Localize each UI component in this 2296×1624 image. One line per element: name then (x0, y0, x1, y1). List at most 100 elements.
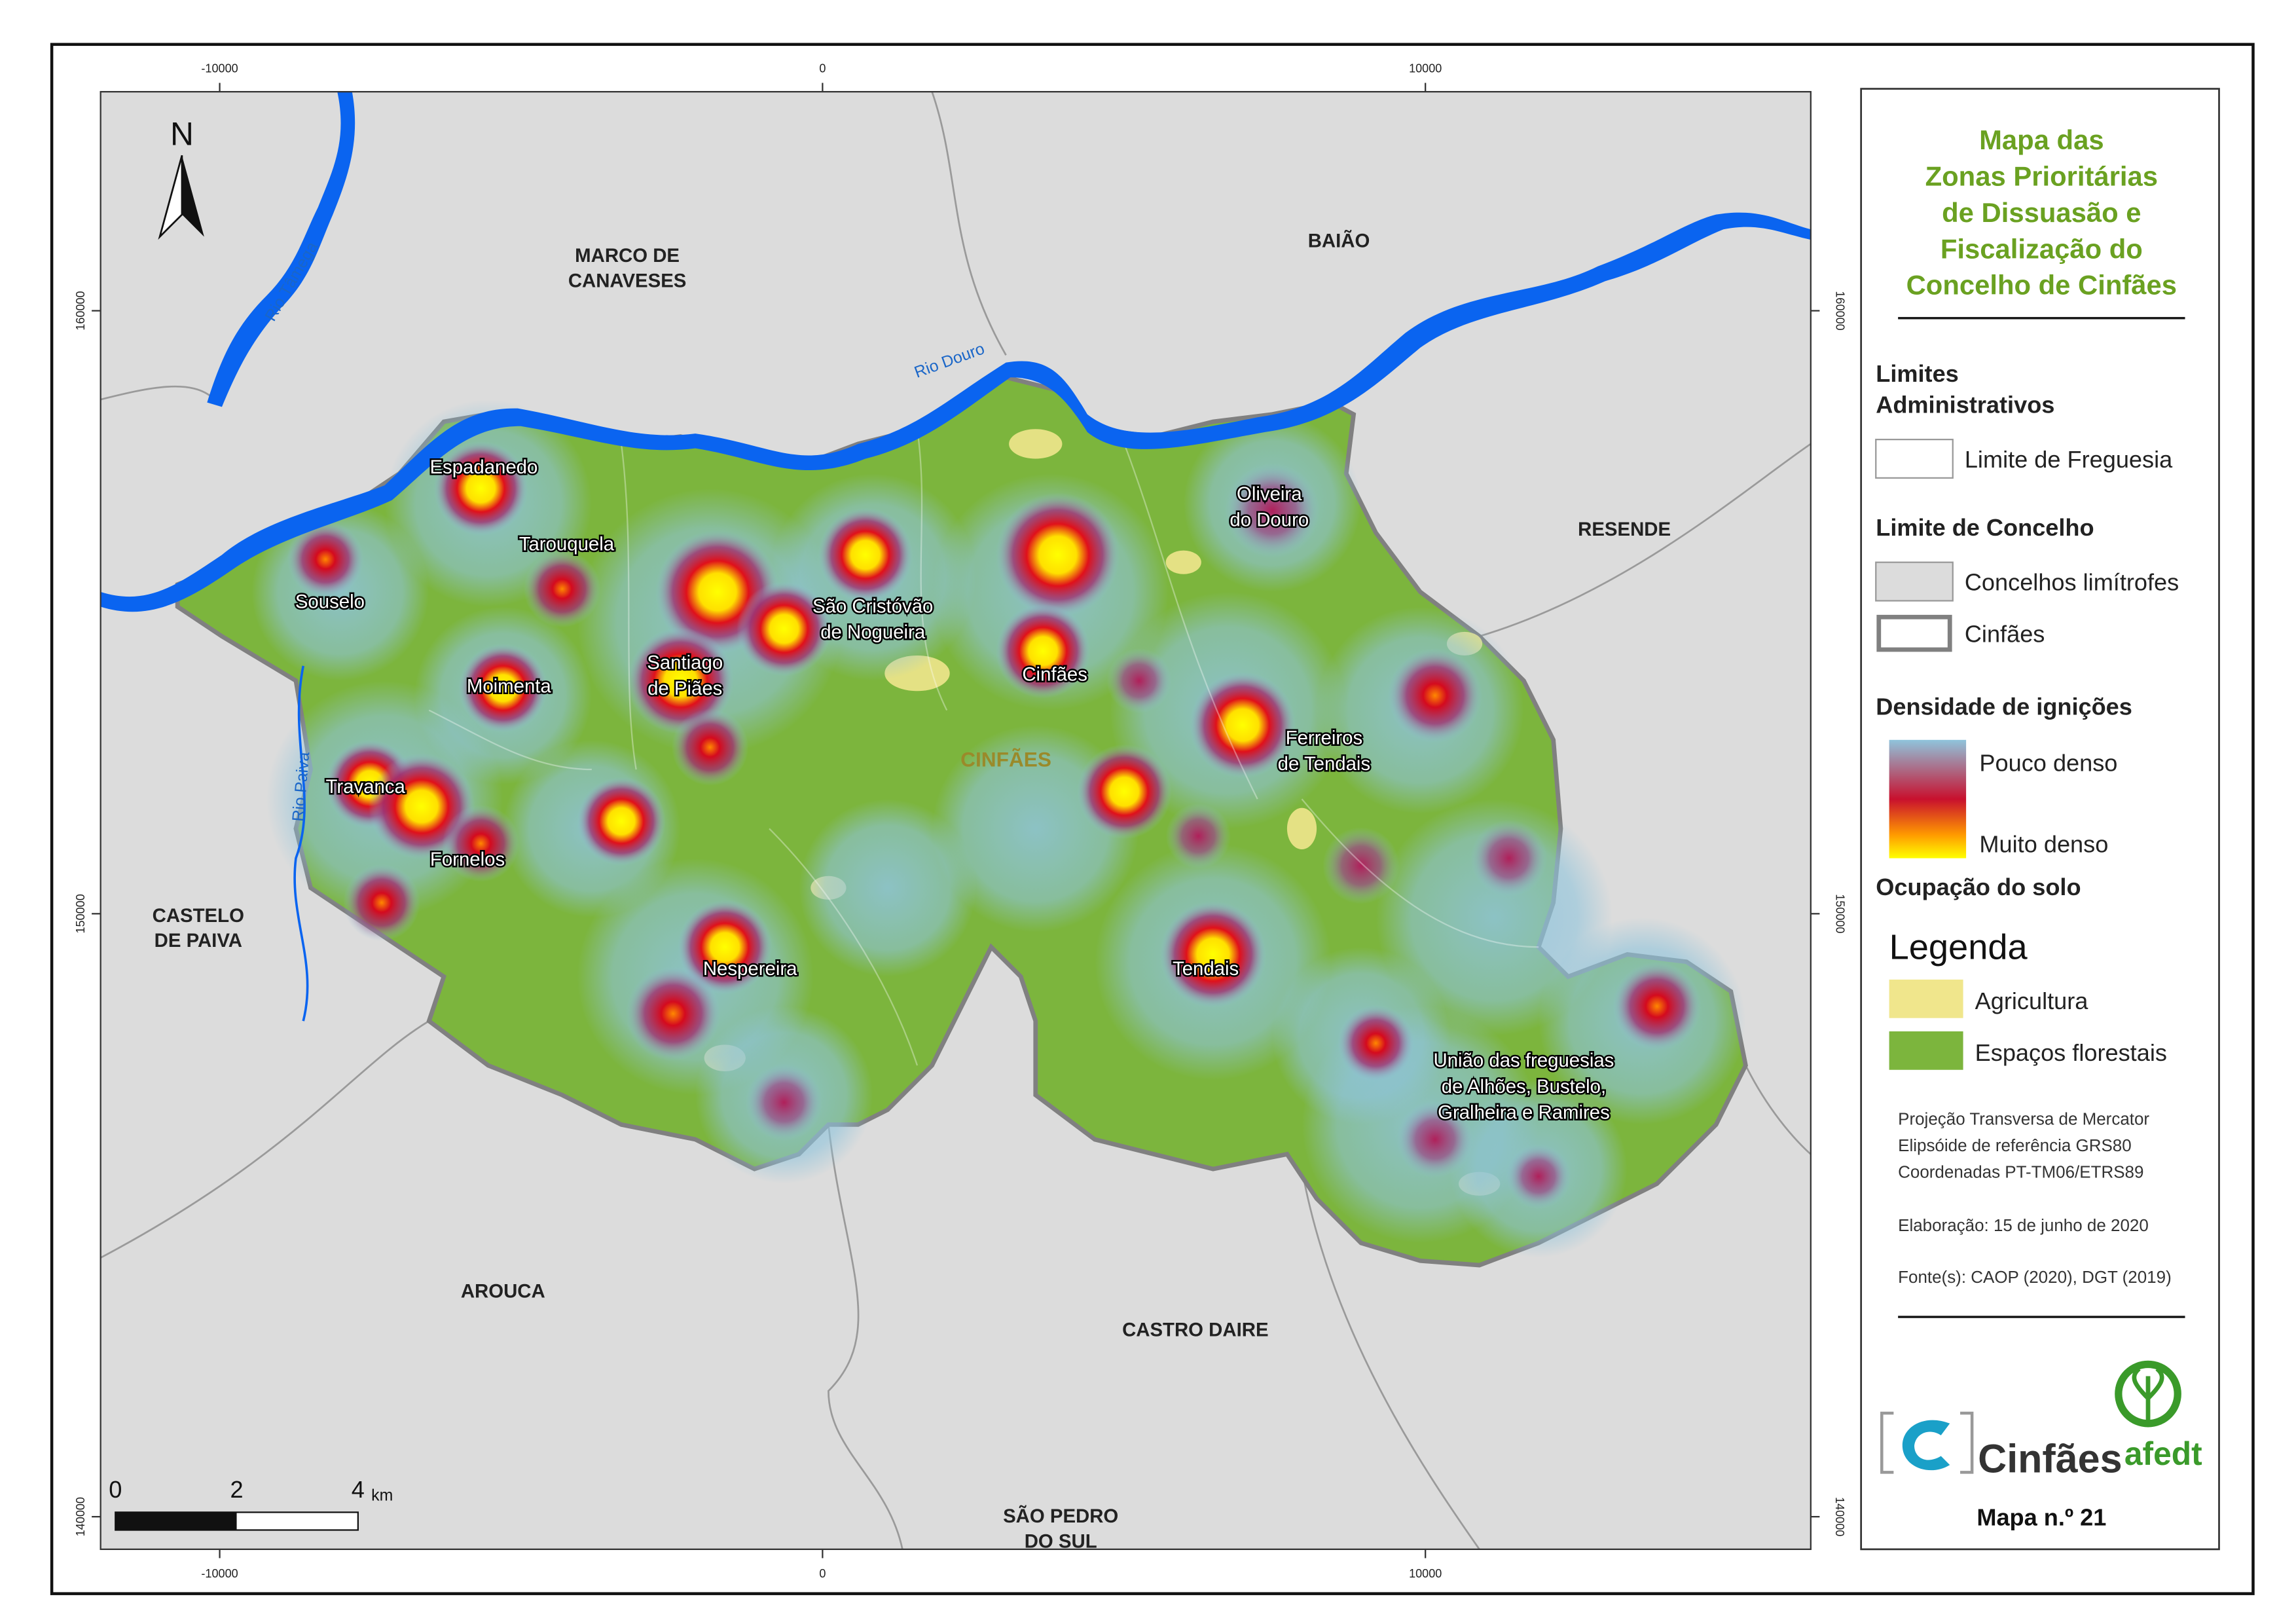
density-spot (818, 507, 913, 602)
parish-boundaries (428, 429, 1539, 1066)
y-tick-label: 160000 (1833, 291, 1846, 330)
parish-label: Nespereira (703, 958, 797, 980)
x-tick-label: 10000 (1409, 62, 1442, 75)
legend-swatch (1875, 438, 1954, 479)
x-tick-label: -10000 (201, 1567, 238, 1580)
legend-swatch (1889, 979, 1963, 1018)
parish-label: Ferreiros (1286, 728, 1362, 749)
parish-label: de Tendais (1278, 753, 1370, 775)
legend: Limites Administrativos Limite de Fregue… (1875, 360, 2179, 1070)
density-spot (625, 966, 721, 1061)
y-tick-label: 160000 (74, 291, 87, 330)
county-label: DE PAIVA (155, 930, 242, 951)
legend-label: Cinfães (1965, 621, 2045, 648)
legend-swatch (1889, 1031, 1963, 1070)
note: Projeção Transversa de Mercator (1898, 1109, 2149, 1128)
county-label: AROUCA (461, 1281, 545, 1302)
density-spot (1225, 463, 1320, 558)
parish-label: Espadanedo (429, 456, 538, 478)
scale-unit: km (371, 1486, 393, 1504)
y-tick-label: 150000 (74, 894, 87, 933)
density-spot (1077, 744, 1172, 840)
density-spot (442, 805, 520, 882)
scale-bar: 0 2 4 km (109, 1476, 393, 1531)
county-label: CANAVESES (568, 270, 687, 291)
county-label: CASTRO DAIRE (1122, 1319, 1268, 1340)
legend-label: Muito denso (1979, 831, 2108, 858)
density-spot (737, 581, 831, 676)
density-spot (287, 521, 364, 598)
legend-swatch (1875, 561, 1954, 602)
parish-label: Moimenta (467, 676, 552, 697)
map-area: Espadanedo Tarouquela Souselo São Cristóvão… (100, 92, 1811, 1549)
parish-label: Oliveira (1237, 483, 1302, 505)
legend-label: Espaços florestais (1975, 1039, 2167, 1066)
county-label: SÃO PEDRO (1003, 1505, 1118, 1527)
legend-label: Limite de Freguesia (1965, 446, 2173, 473)
density-spot (1387, 648, 1483, 743)
x-tick-label: -10000 (201, 62, 238, 75)
legend-label: Concelhos limítrofes (1965, 569, 2179, 596)
y-tick-label: 140000 (74, 1497, 87, 1536)
density-spot (1470, 819, 1548, 897)
title-line: Fiscalização do (1941, 233, 2143, 264)
legend-heading: Limites (1876, 360, 1959, 387)
legend-heading: Ocupação do solo (1876, 874, 2081, 900)
legend-label: Agricultura (1975, 987, 2089, 1014)
density-spot (745, 1063, 823, 1141)
density-spot (1322, 827, 1400, 904)
density-spot (995, 492, 1120, 618)
density-haze (799, 799, 977, 977)
x-tick-label: 10000 (1409, 1567, 1442, 1580)
density-spot (627, 627, 734, 734)
density-ramp (1889, 739, 1967, 858)
density-spot (1613, 961, 1702, 1051)
scale-label: 2 (230, 1476, 243, 1503)
parish-label: de Nogueira (820, 621, 926, 643)
title-line: Mapa das (1979, 124, 2104, 155)
parish-label: de Piães (647, 678, 722, 699)
municipality-label: CINFÃES (960, 748, 1051, 771)
note: Fonte(s): CAOP (2020), DGT (2019) (1898, 1267, 2172, 1287)
county-label: RESENDE (1578, 519, 1671, 540)
note: Elaboração: 15 de junho de 2020 (1898, 1215, 2149, 1235)
parish-label: de Alhões, Bustelo, (1442, 1076, 1606, 1098)
parish-label: do Douro (1230, 509, 1309, 530)
map-number: Mapa n.º 21 (1977, 1504, 2106, 1531)
x-tick-label: 0 (819, 1567, 826, 1580)
x-tick-label: 0 (819, 62, 826, 75)
parish-label: Travanca (325, 776, 405, 798)
note: Coordenadas PT-TM06/ETRS89 (1898, 1162, 2143, 1182)
density-spot (1396, 1101, 1474, 1178)
y-tick-label: 140000 (1833, 1497, 1846, 1536)
scale-label: 4 (352, 1476, 365, 1503)
notes: Projeção Transversa de Mercator Elipsóide… (1898, 1109, 2172, 1287)
parish-label: Tarouquela (519, 534, 615, 555)
scale-label: 0 (109, 1476, 122, 1503)
parish-label: Tendais (1173, 958, 1239, 980)
density-spot (1165, 803, 1231, 869)
density-spot (458, 643, 548, 733)
legend-label: Pouco denso (1979, 749, 2117, 776)
county-label: MARCO DE (575, 245, 680, 267)
y-tick-label: 150000 (1833, 894, 1846, 933)
parish-label: Fornelos (430, 849, 505, 870)
density-spot (995, 603, 1091, 699)
density-spot (677, 899, 773, 995)
north-label: N (170, 115, 194, 152)
parish-label: União das freguesias (1434, 1050, 1614, 1071)
legend-swatch (1876, 614, 1952, 652)
legend-heading: Administrativos (1876, 391, 2054, 418)
note: Elipsóide de referência GRS80 (1898, 1135, 2132, 1155)
density-spot (523, 550, 601, 628)
rivers (100, 92, 1811, 612)
paiva-river (293, 665, 309, 1022)
map-title: Mapa das Zonas Prioritárias de Dissuasão e… (1906, 124, 2177, 300)
legend-heading: Legenda (1889, 927, 2028, 967)
logos: Cinfães afedt (1880, 1360, 2202, 1481)
coordinate-ticks: -10000 -10000 0 0 10000 10000 160000 160000 1500… (74, 62, 1846, 1580)
parish-label: Cinfães (1022, 663, 1087, 685)
density-spot (577, 777, 666, 866)
title-line: Concelho de Cinfães (1906, 270, 2177, 301)
density-spot (1337, 1005, 1415, 1082)
